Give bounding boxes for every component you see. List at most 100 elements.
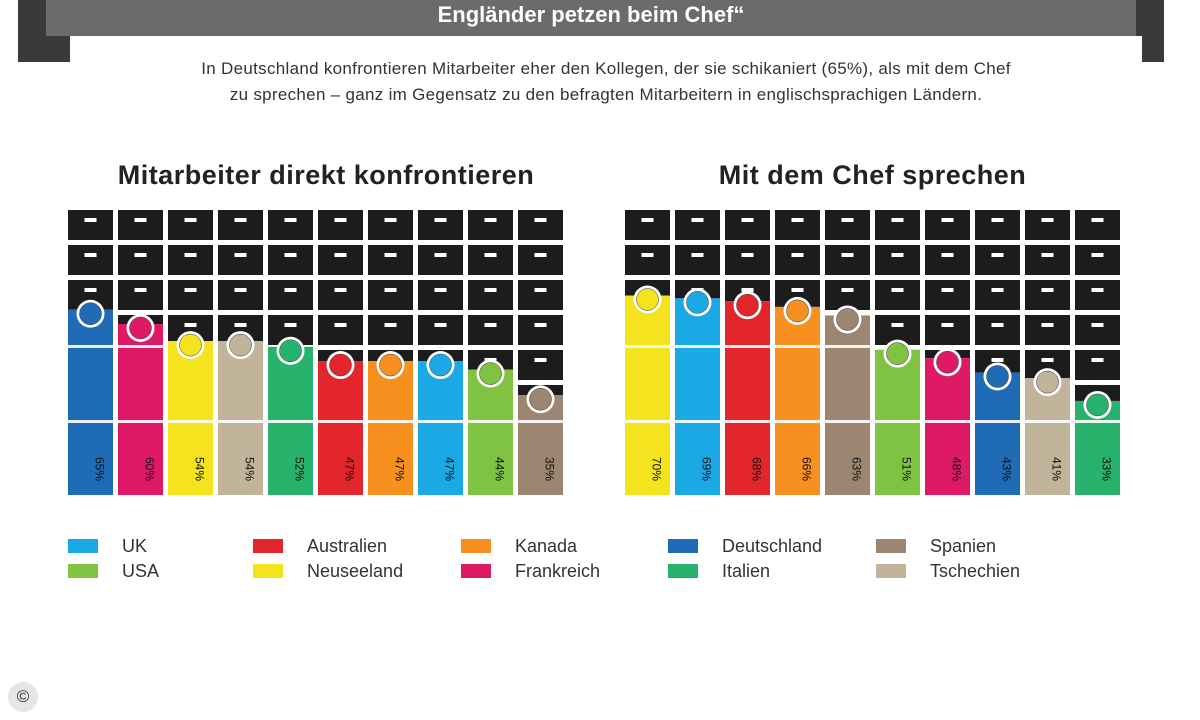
bar-group-kanada: 47% [368, 210, 413, 495]
bar-seam [518, 420, 563, 423]
bar-group-uk: 69% [675, 210, 720, 495]
drawer-handle [334, 288, 347, 292]
bar-group-tschechien: 41% [1025, 210, 1070, 495]
drawer-handle [641, 253, 654, 257]
drawer-handle [484, 253, 497, 257]
bar-seam [625, 345, 670, 348]
cabinet-drawer [468, 210, 513, 240]
bar-frankreich [925, 358, 970, 495]
legend-item-italien: Italien [668, 561, 770, 581]
drawer-handle [991, 358, 1004, 362]
drawer-handle [134, 253, 147, 257]
data-label: 65% [93, 457, 107, 481]
legend-swatch [876, 539, 906, 553]
cabinet-drawer [825, 280, 870, 310]
drawer-handle [234, 253, 247, 257]
cabinet-drawer [975, 280, 1020, 310]
bar-group-uk: 47% [418, 210, 463, 495]
drawer-handle [941, 253, 954, 257]
bar-group-deutschland: 43% [975, 210, 1020, 495]
bar-uk [675, 298, 720, 495]
drawer-handle [741, 218, 754, 222]
bar-group-neuseeland: 70% [625, 210, 670, 495]
legend-label: Neuseeland [307, 560, 404, 581]
cabinet-drawer [975, 210, 1020, 240]
data-label: 60% [143, 457, 157, 481]
drawer-handle [234, 218, 247, 222]
cabinet-drawer [925, 210, 970, 240]
bar-seam [975, 420, 1020, 423]
data-label: 66% [800, 457, 814, 481]
bar-seam [218, 420, 263, 423]
cabinet-drawer [1075, 315, 1120, 345]
cabinet-drawer [725, 210, 770, 240]
bar-group-neuseeland: 54% [168, 210, 213, 495]
legend-item-uk: UK [68, 536, 147, 556]
cabinet-drawer [318, 210, 363, 240]
drawer-handle [791, 218, 804, 222]
cabinet-drawer [168, 245, 213, 275]
legend-swatch [253, 564, 283, 578]
data-label: 51% [900, 457, 914, 481]
legend-item-deutschland: Deutschland [668, 536, 822, 556]
legend-label: Tschechien [930, 560, 1021, 581]
bar-neuseeland [625, 295, 670, 495]
cabinet-drawer [468, 315, 513, 345]
drawer-handle [791, 253, 804, 257]
bar-uk [418, 361, 463, 495]
data-label: 44% [493, 457, 507, 481]
cabinet-drawer [418, 210, 463, 240]
cabinet-drawer [675, 245, 720, 275]
cabinet-drawer [1075, 245, 1120, 275]
cabinet-drawer [625, 245, 670, 275]
cabinet-drawer [775, 210, 820, 240]
legend-label: Deutschland [722, 535, 823, 556]
copyright-badge: © [8, 682, 38, 712]
bar-australien [725, 301, 770, 495]
drawer-handle [791, 288, 804, 292]
drawer-handle [991, 288, 1004, 292]
drawer-handle [234, 288, 247, 292]
bar-seam [468, 420, 513, 423]
cabinet-drawer [518, 245, 563, 275]
cabinet-drawer [268, 245, 313, 275]
cabinet-drawer [1025, 245, 1070, 275]
cabinet-drawer [725, 245, 770, 275]
drawer-handle [184, 323, 197, 327]
bar-seam [418, 420, 463, 423]
data-label: 43% [1000, 457, 1014, 481]
drawer-handle [284, 323, 297, 327]
cabinet-drawer [925, 245, 970, 275]
drawer-handle [534, 288, 547, 292]
drawer-handle [534, 253, 547, 257]
cabinet-drawer [1075, 210, 1120, 240]
drawer-handle [891, 253, 904, 257]
cabinet-drawer [168, 210, 213, 240]
cabinet-drawer [118, 210, 163, 240]
legend-item-tschechien: Tschechien [876, 561, 1020, 581]
legend-swatch [68, 564, 98, 578]
drawer-handle [1091, 358, 1104, 362]
bar-kanada [368, 361, 413, 495]
flag-icon [786, 299, 809, 323]
bar-tschechien [218, 341, 263, 495]
legend-item-frankreich: Frankreich [461, 561, 600, 581]
drawer-handle [891, 288, 904, 292]
drawer-handle [1091, 218, 1104, 222]
drawer-handle [1041, 253, 1054, 257]
cabinet-drawer [118, 245, 163, 275]
flag-icon [279, 339, 302, 363]
data-label: 68% [750, 457, 764, 481]
cabinet-drawer [68, 245, 113, 275]
drawer-handle [691, 253, 704, 257]
legend-label: UK [122, 535, 148, 556]
cabinet-drawer [118, 280, 163, 310]
data-label: 63% [850, 457, 864, 481]
drawer-handle [991, 323, 1004, 327]
cabinet-drawer [418, 245, 463, 275]
drawer-handle [384, 218, 397, 222]
flag-icon [1036, 370, 1059, 394]
flag-icon [636, 288, 659, 311]
bar-seam [318, 420, 363, 423]
bar-seam [925, 420, 970, 423]
